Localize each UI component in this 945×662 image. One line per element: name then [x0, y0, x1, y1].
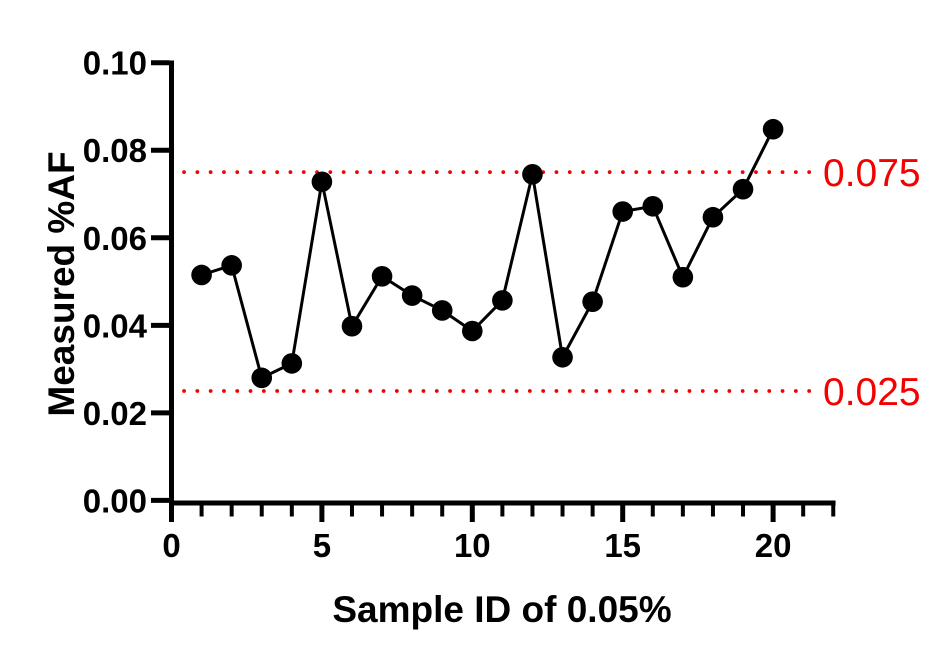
y-tick-label: 0.06 [83, 220, 147, 257]
x-axis-title: Sample ID of 0.05% [332, 589, 671, 630]
y-tick-label: 0.10 [83, 45, 147, 82]
y-tick-label: 0.04 [83, 307, 148, 344]
x-tick-label: 5 [313, 527, 331, 564]
data-point [311, 171, 333, 193]
data-point [642, 195, 664, 217]
reference-line-label: 0.075 [823, 152, 921, 195]
y-tick-label: 0.08 [83, 132, 147, 169]
data-point [221, 255, 242, 276]
x-tick-label: 20 [755, 527, 792, 564]
data-point [612, 201, 633, 222]
data-point [281, 353, 303, 374]
data-line [201, 128, 775, 380]
data-point [522, 164, 543, 185]
y-tick-label: 0.02 [83, 395, 147, 432]
data-point [492, 290, 513, 311]
data-point [341, 315, 363, 337]
data-point [582, 291, 603, 312]
data-point [251, 367, 273, 389]
data-point [371, 265, 393, 287]
data-point [702, 206, 724, 228]
y-tick-label: 0.00 [83, 482, 147, 519]
x-tick-label: 15 [604, 527, 641, 564]
data-point [552, 346, 573, 368]
data-point [762, 118, 784, 140]
data-point [732, 178, 754, 200]
data-point [401, 285, 423, 306]
data-point [191, 264, 212, 286]
data-point [431, 300, 453, 321]
x-tick-label: 0 [162, 527, 180, 564]
y-axis-title: Measured %AF [41, 151, 82, 416]
x-tick-label: 10 [454, 527, 491, 564]
data-point [672, 266, 694, 288]
data-point [462, 320, 483, 342]
reference-line-label: 0.025 [823, 371, 921, 414]
